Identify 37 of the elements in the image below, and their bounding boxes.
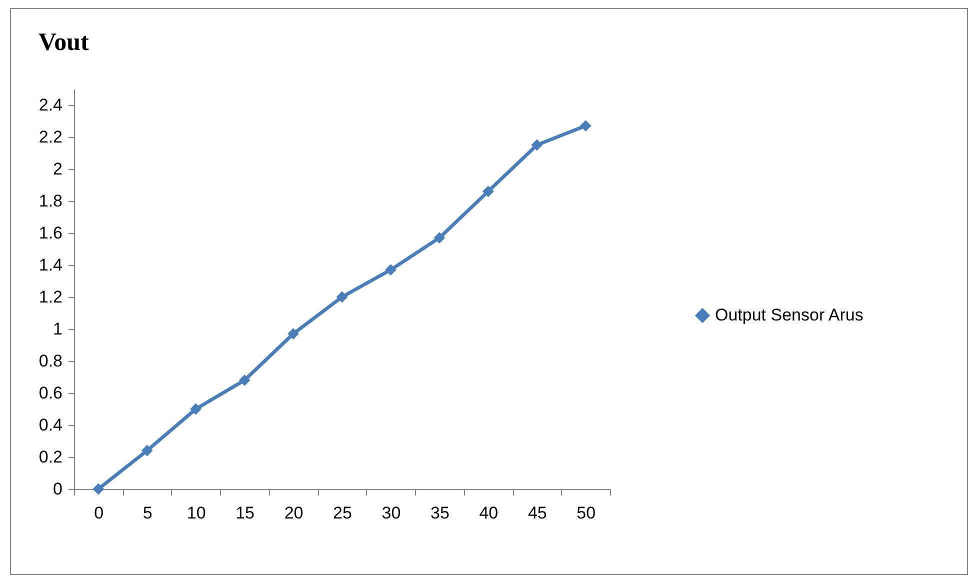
point: [92, 483, 104, 495]
point: [336, 291, 348, 303]
legend-label: Output Sensor Arus: [715, 306, 864, 324]
y-tick-label: 1.2: [38, 288, 62, 306]
y-tick-label: 2: [53, 160, 62, 178]
y-tick-label: 1: [53, 320, 62, 338]
y-tick-label: 0.2: [38, 448, 62, 466]
x-tick-label: 5: [142, 504, 152, 522]
y-tick-label: 2.2: [38, 128, 62, 146]
x-tick-label: 15: [236, 504, 255, 522]
y-tick-label: 0.4: [38, 416, 62, 434]
x-tick-label: 25: [333, 504, 352, 522]
x-tick-label: 35: [430, 504, 450, 522]
x-tick-label: 20: [284, 504, 304, 522]
x-tick-label: 45: [528, 504, 547, 522]
y-tick-label: 1.6: [38, 224, 62, 242]
x-tick-label: 10: [186, 504, 206, 522]
x-tick-label: 30: [382, 504, 401, 522]
point: [288, 328, 299, 340]
y-tick-label: 1.4: [38, 256, 62, 274]
chart-title: Vout: [38, 29, 90, 56]
point: [482, 186, 494, 198]
y-tick-label: 2.4: [38, 96, 62, 114]
x-tick-label: 50: [576, 504, 596, 522]
y-tick-label: 0.8: [38, 352, 62, 370]
point: [580, 120, 592, 132]
x-tick-label: 40: [479, 504, 498, 522]
point: [190, 403, 202, 415]
point: [531, 139, 543, 151]
point: [385, 264, 396, 276]
point: [141, 444, 153, 456]
point: [434, 232, 446, 244]
y-tick-label: 1.8: [38, 192, 62, 210]
x-tick-label: 0: [94, 504, 104, 522]
y-tick-label: 0.6: [38, 384, 62, 402]
y-tick-label: 0: [53, 480, 62, 498]
point: [238, 374, 250, 386]
